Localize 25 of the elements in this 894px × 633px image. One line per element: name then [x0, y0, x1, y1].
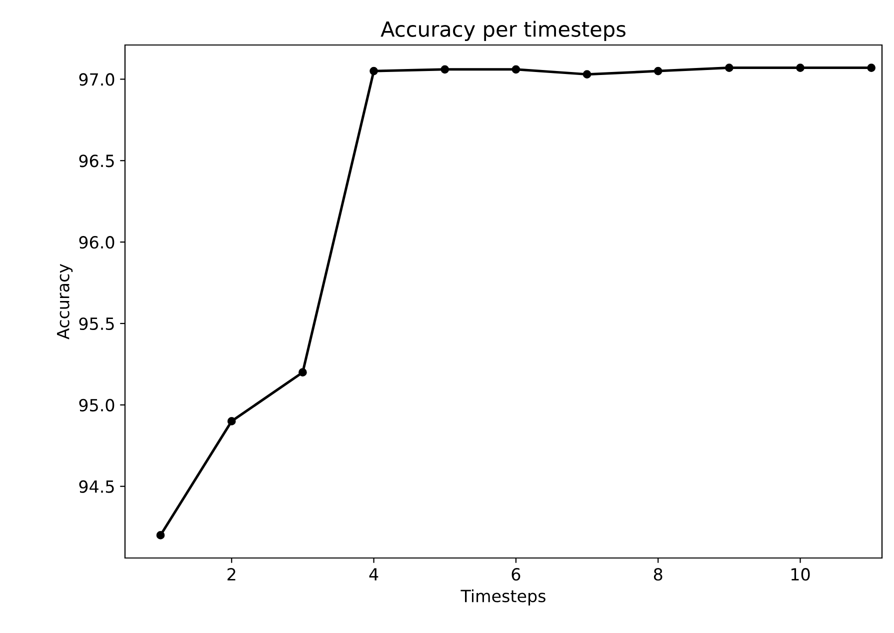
y-tick-label: 94.5 — [79, 480, 114, 493]
point — [227, 417, 236, 426]
point — [156, 531, 165, 540]
point — [582, 70, 592, 78]
x-tick-label: 6 — [512, 568, 520, 581]
x-tick-label: 10 — [791, 568, 810, 581]
x-axis-title: Timesteps — [460, 589, 546, 606]
y-tick-label: 96.5 — [79, 154, 114, 168]
point — [867, 64, 876, 72]
x-tick-label: 2 — [228, 568, 236, 580]
y-tick-label: 95.0 — [79, 398, 114, 412]
x-tick-label: 4 — [369, 568, 378, 580]
point — [440, 65, 450, 74]
y-tick-label: 95.5 — [79, 317, 114, 330]
point — [512, 65, 520, 74]
point — [654, 66, 662, 76]
x-tick-label: 8 — [654, 568, 662, 581]
point — [298, 368, 307, 377]
y-tick-label: 96.0 — [79, 236, 114, 249]
point — [725, 64, 734, 72]
point — [796, 64, 804, 72]
chart-title: Accuracy per timesteps — [380, 20, 626, 41]
y-axis-title: Accuracy — [56, 264, 73, 340]
y-tick-label: 97.0 — [79, 73, 114, 86]
point — [370, 66, 378, 76]
